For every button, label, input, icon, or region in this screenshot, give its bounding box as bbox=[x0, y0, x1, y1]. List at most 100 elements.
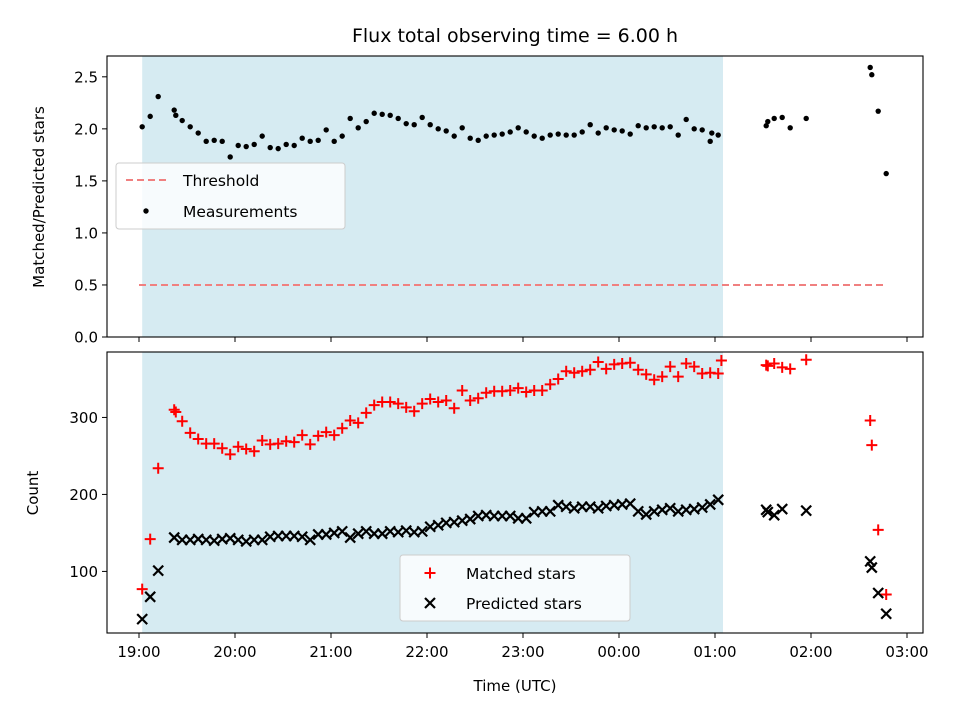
top-series0-point-10 bbox=[219, 138, 225, 145]
top-series0-point-35 bbox=[419, 114, 425, 121]
top-series0-point-71 bbox=[707, 138, 713, 145]
top-series0-point-15 bbox=[259, 133, 265, 139]
top-series0-point-31 bbox=[387, 112, 393, 119]
bottom-series0-point-9 bbox=[208, 438, 220, 450]
bottom-series0-point-32 bbox=[392, 398, 404, 410]
bottom-series1-point-78 bbox=[866, 561, 878, 574]
xtick-label-5: 00:00 bbox=[597, 643, 640, 661]
bottom-series0-point-83 bbox=[880, 589, 892, 601]
bottom-series0-point-41 bbox=[464, 395, 476, 407]
bottom-series0-point-22 bbox=[312, 430, 324, 442]
top-series0-point-42 bbox=[475, 137, 481, 143]
top-panel: 0.0 0.5 1.0 1.5 2.0 2.5 Threshold Measurements bbox=[74, 55, 924, 347]
top-series0-point-62 bbox=[635, 123, 641, 129]
bottom-series1-point-1 bbox=[144, 591, 156, 603]
top-series0-point-82 bbox=[875, 108, 881, 114]
bottom-series0-point-75 bbox=[762, 360, 774, 372]
xtick-label-0: 19:00 bbox=[117, 643, 160, 661]
top-series0-point-37 bbox=[435, 126, 441, 132]
bottom-series0-point-2 bbox=[152, 462, 164, 474]
top-series0-point-66 bbox=[667, 124, 673, 130]
top-series0-point-60 bbox=[619, 128, 625, 134]
bottom-series0-point-5 bbox=[176, 415, 188, 427]
legend-threshold-label: Threshold bbox=[182, 172, 259, 190]
top-series0-point-13 bbox=[243, 143, 249, 150]
bottom-series0-point-56 bbox=[584, 364, 596, 376]
bottom-series0-point-14 bbox=[248, 445, 260, 457]
legend-predicted-label: Predicted stars bbox=[466, 595, 582, 613]
top-series0-point-25 bbox=[339, 133, 345, 139]
top-series0-point-4 bbox=[173, 112, 179, 119]
top-series0-point-21 bbox=[307, 138, 313, 145]
top-series0-point-17 bbox=[275, 145, 281, 152]
bottom-series0-point-40 bbox=[456, 384, 468, 396]
bottom-ytick-label-1: 200 bbox=[69, 486, 98, 504]
top-series0-point-16 bbox=[267, 144, 273, 151]
top-series0-point-41 bbox=[467, 135, 473, 141]
top-axes-frame bbox=[106, 55, 924, 338]
xtick-label-4: 23:00 bbox=[501, 643, 544, 661]
bottom-series0-point-21 bbox=[304, 438, 316, 450]
top-series0-point-27 bbox=[355, 125, 361, 131]
top-series0-point-77 bbox=[779, 114, 785, 121]
bottom-series1-point-61 bbox=[632, 505, 644, 518]
bottom-series0-point-28 bbox=[360, 407, 372, 419]
bottom-series1-point-40 bbox=[464, 513, 476, 525]
bottom-series0-point-33 bbox=[400, 401, 412, 413]
top-series0-point-34 bbox=[411, 121, 417, 128]
bottom-series1-point-45 bbox=[504, 510, 516, 522]
top-series0-point-24 bbox=[331, 138, 337, 145]
bottom-series1-point-62 bbox=[640, 508, 652, 521]
top-series0-point-22 bbox=[315, 137, 321, 143]
top-y-axis-label: Matched/Predicted stars bbox=[30, 106, 48, 288]
bottom-series0-point-29 bbox=[368, 399, 380, 411]
bottom-series1-point-26 bbox=[352, 527, 364, 540]
top-ytick-label-4: 2.0 bbox=[74, 120, 98, 138]
bottom-series0-point-54 bbox=[568, 367, 580, 379]
bottom-series0-point-79 bbox=[800, 354, 812, 366]
top-series0-point-40 bbox=[459, 125, 465, 131]
top-series0-point-70 bbox=[699, 127, 705, 133]
top-series0-point-75 bbox=[765, 118, 771, 125]
top-series0-point-69 bbox=[691, 126, 697, 132]
bottom-series1-point-24 bbox=[336, 525, 348, 538]
bottom-series0-point-64 bbox=[648, 374, 660, 386]
bottom-series0-point-48 bbox=[520, 386, 532, 398]
bottom-series0-point-35 bbox=[416, 398, 428, 410]
top-series0-point-43 bbox=[483, 133, 489, 139]
bottom-series0-point-61 bbox=[624, 357, 636, 369]
top-series0-point-72 bbox=[709, 130, 715, 136]
bottom-series0-point-51 bbox=[544, 378, 556, 390]
bottom-series0-point-10 bbox=[216, 442, 228, 454]
bottom-series0-point-19 bbox=[288, 436, 300, 448]
bottom-panel: 100 200 300 19:00 20:00 21:00 22:00 23:00 00:00 0… bbox=[69, 351, 929, 661]
top-series0-point-33 bbox=[403, 120, 409, 127]
top-series0-point-76 bbox=[771, 115, 777, 122]
bottom-series1-point-0 bbox=[136, 613, 148, 625]
top-series0-point-49 bbox=[531, 133, 537, 139]
bottom-series0-point-43 bbox=[480, 387, 492, 399]
bottom-series1-point-20 bbox=[304, 534, 316, 546]
top-series0-point-3 bbox=[171, 107, 177, 113]
bottom-series0-point-68 bbox=[680, 358, 692, 370]
top-series0-point-53 bbox=[563, 132, 569, 138]
bottom-series0-point-25 bbox=[336, 422, 348, 434]
top-ytick-label-5: 2.5 bbox=[74, 68, 98, 86]
legend-measurements-marker bbox=[143, 208, 149, 214]
bottom-axes-frame bbox=[106, 351, 924, 634]
top-series0-point-48 bbox=[523, 129, 529, 135]
top-series0-point-26 bbox=[347, 115, 353, 122]
bottom-series0-point-62 bbox=[632, 364, 644, 376]
top-series0-point-32 bbox=[395, 115, 401, 122]
bottom-series0-point-52 bbox=[552, 373, 564, 385]
bottom-series1-point-29 bbox=[376, 527, 388, 540]
top-legend-box bbox=[115, 162, 346, 230]
bottom-series0-point-69 bbox=[688, 361, 700, 373]
top-series0-point-78 bbox=[787, 125, 793, 131]
top-series0-point-7 bbox=[195, 130, 201, 136]
bottom-series1-point-25 bbox=[344, 531, 356, 544]
top-series0-point-55 bbox=[579, 129, 585, 135]
xtick-label-7: 02:00 bbox=[789, 643, 832, 661]
bottom-series0-point-58 bbox=[600, 363, 612, 375]
